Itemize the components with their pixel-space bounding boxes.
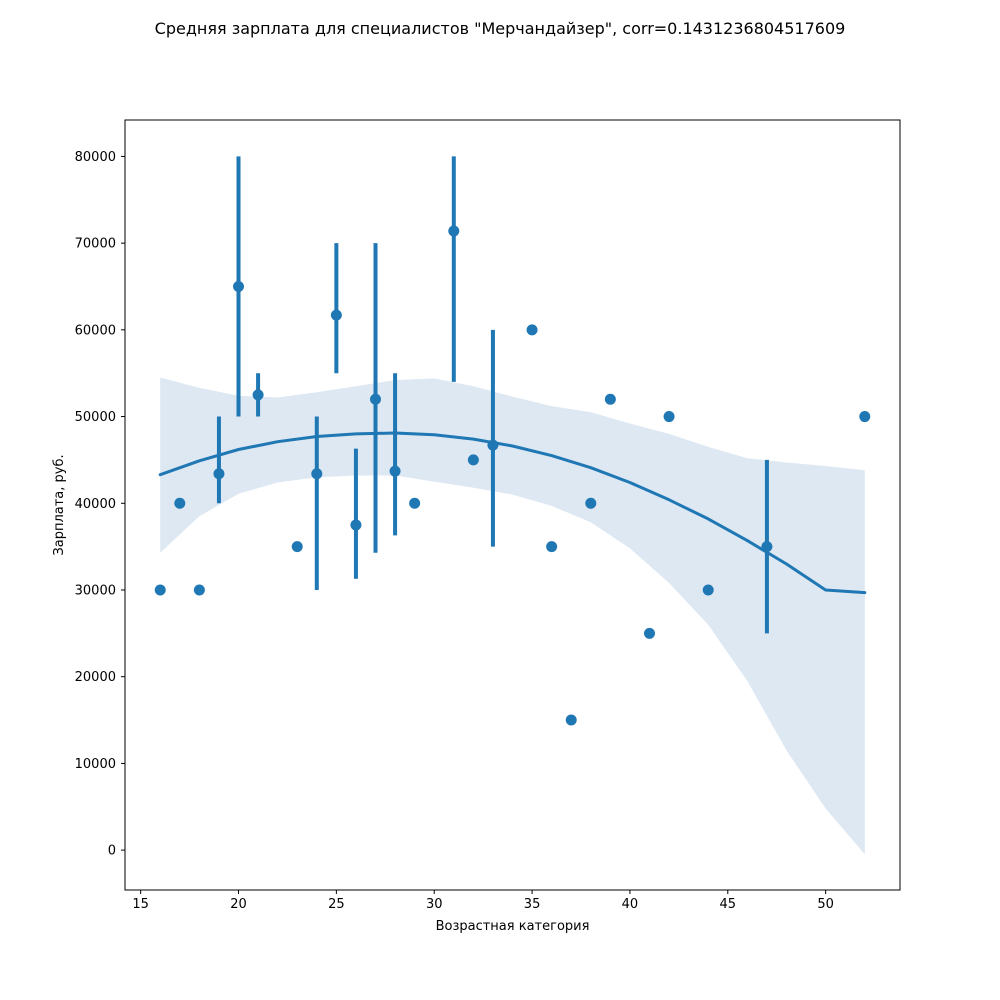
regression-line	[158, 431, 867, 595]
data-point	[370, 393, 382, 405]
data-point	[487, 439, 499, 451]
data-point	[233, 280, 245, 292]
chart-title: Средняя зарплата для специалистов "Мерча…	[155, 19, 846, 38]
confidence-band-layer	[160, 377, 865, 855]
x-tick-label: 20	[230, 897, 247, 912]
data-point	[330, 309, 342, 321]
data-point	[663, 411, 675, 423]
data-point	[526, 324, 538, 336]
data-point	[761, 541, 773, 553]
regression-line-layer	[158, 431, 867, 595]
y-tick-label: 60000	[75, 323, 116, 338]
y-tick-label: 10000	[75, 757, 116, 772]
data-points-layer	[154, 225, 871, 726]
data-point	[467, 454, 479, 466]
data-point	[174, 497, 186, 509]
data-point	[643, 627, 655, 639]
x-tick-label: 50	[817, 897, 834, 912]
x-tick-label: 15	[132, 897, 149, 912]
x-tick-label: 25	[328, 897, 345, 912]
data-point	[546, 541, 558, 553]
y-tick-label: 20000	[75, 670, 116, 685]
data-point	[604, 393, 616, 405]
data-point	[193, 584, 205, 596]
data-point	[565, 714, 577, 726]
data-point	[350, 519, 362, 531]
y-tick-label: 30000	[75, 583, 116, 598]
error-bars-layer	[216, 156, 769, 634]
y-axis-ticks: 0 10000 20000 30000 40000 50000 60000 70000 8000…	[75, 150, 125, 859]
x-tick-label: 45	[720, 897, 737, 912]
x-axis-ticks: 15 20 25 30 35 40 45 50	[132, 890, 834, 912]
x-tick-label: 40	[622, 897, 639, 912]
data-point	[702, 584, 714, 596]
data-point	[409, 497, 421, 509]
data-point	[291, 541, 303, 553]
y-tick-label: 80000	[75, 150, 116, 165]
axes-frame	[124, 119, 901, 891]
data-point	[154, 584, 166, 596]
data-point	[859, 411, 871, 423]
data-point	[448, 225, 460, 237]
x-tick-label: 30	[426, 897, 443, 912]
y-tick-label: 40000	[75, 497, 116, 512]
data-point	[585, 497, 597, 509]
data-point	[252, 389, 264, 401]
y-tick-label: 70000	[75, 237, 116, 252]
y-tick-label: 0	[108, 844, 116, 859]
data-point	[213, 468, 225, 480]
x-axis-label: Возрастная категория	[436, 919, 590, 934]
data-point	[311, 468, 323, 480]
y-axis-label: Зарплата, руб.	[52, 454, 67, 555]
plot-area	[154, 156, 871, 855]
x-tick-label: 35	[524, 897, 541, 912]
data-point	[389, 465, 401, 477]
confidence-band	[160, 377, 865, 855]
y-tick-label: 50000	[75, 410, 116, 425]
